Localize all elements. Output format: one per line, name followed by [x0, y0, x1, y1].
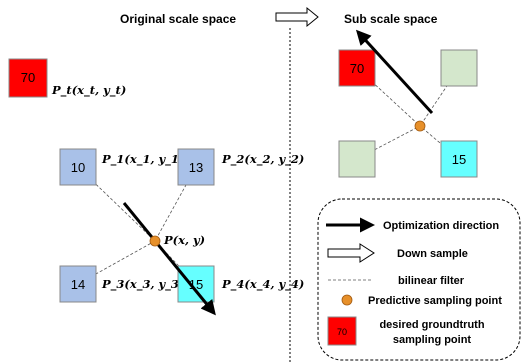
- legend-bilinear-text: bilinear filter: [398, 275, 465, 287]
- sampling-point-dot: [149, 235, 161, 247]
- sub-sampling-point-dot: [414, 120, 426, 132]
- point-value-3: 14: [71, 277, 85, 292]
- legend-desired-text-1: desired groundtruth: [379, 319, 484, 331]
- sub-optimization-arrow: [355, 29, 434, 115]
- sub-green-box-top: [440, 49, 478, 87]
- sub-scale-header: Sub scale space: [344, 12, 438, 26]
- legend-desired-icon: [327, 316, 357, 346]
- sub-green-box-bottom: [338, 140, 376, 178]
- sub-cyan-box: [440, 140, 478, 178]
- legend-predictive-text: Predictive sampling point: [368, 295, 502, 307]
- point-box-1: [59, 148, 97, 186]
- sub-cyan-value: 15: [452, 152, 466, 167]
- sampling-point-label: P(x, y): [163, 233, 205, 247]
- point-box-3: [59, 265, 97, 303]
- sub-red-value: 70: [350, 61, 364, 76]
- point-box-4: [177, 265, 215, 303]
- point-label-4: P_4(x_4, y_4): [221, 277, 304, 292]
- original-scale-header: Original scale space: [120, 12, 236, 26]
- target-value: 70: [21, 70, 35, 85]
- legend-box: [317, 198, 521, 361]
- legend-predictive-icon: [341, 294, 353, 306]
- target-label: P_t(x_t, y_t): [51, 83, 126, 98]
- legend-desired-value: 70: [337, 327, 347, 337]
- point-value-1: 10: [71, 160, 85, 175]
- sub-red-box: [338, 49, 376, 87]
- point-label-3: P_3(x_3, y_3): [101, 277, 184, 292]
- target-box: [8, 58, 48, 98]
- down-sample-arrow-icon: [275, 6, 319, 28]
- legend-down-sample-icon: [327, 243, 375, 263]
- legend-down-sample-text: Down sample: [397, 248, 468, 260]
- point-box-2: [177, 148, 215, 186]
- point-label-1: P_1(x_1, y_1): [101, 152, 184, 167]
- point-label-2: P_2(x_2, y_2): [221, 152, 304, 167]
- optimization-arrow: [122, 202, 216, 316]
- legend-desired-text-2: sampling point: [393, 334, 472, 346]
- point-value-2: 13: [189, 160, 203, 175]
- legend-optimization-text: Optimization direction: [383, 220, 499, 232]
